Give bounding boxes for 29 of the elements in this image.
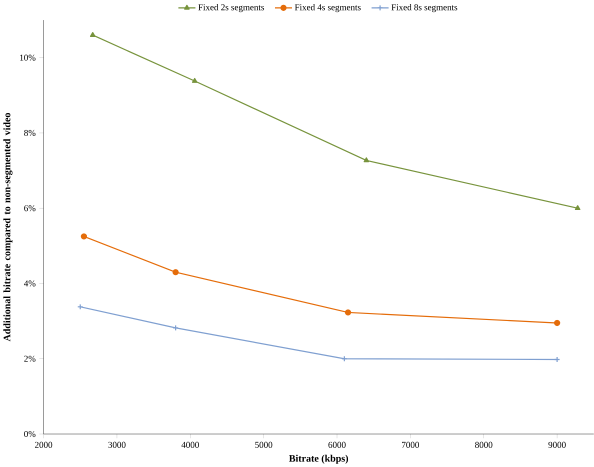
y-tick-label: 6% — [24, 205, 36, 212]
point — [574, 205, 580, 210]
y-tick-label: 2% — [24, 356, 36, 362]
y-axis-title: Additional bitrate compared to non-segmented video — [3, 112, 12, 342]
x-tick-label: 8000 — [475, 442, 492, 448]
point — [172, 269, 179, 276]
y-tick-label: 10% — [20, 54, 36, 61]
x-tick-label: 9000 — [548, 442, 566, 448]
point — [344, 309, 352, 316]
x-tick-label: 5000 — [255, 442, 272, 448]
x-tick-label: 2000 — [34, 442, 52, 448]
point — [90, 32, 96, 37]
point — [364, 157, 370, 162]
y-tick-label: 0% — [24, 430, 36, 438]
x-tick-label: 3000 — [108, 442, 126, 448]
y-tick-label: 8% — [24, 130, 36, 136]
x-tick-label: 4000 — [181, 442, 199, 448]
x-tick-label: 7000 — [402, 442, 420, 448]
legend-label: Fixed 4s segments — [294, 4, 361, 12]
point — [192, 78, 198, 83]
point — [172, 324, 179, 331]
x-axis-title: Bitrate (kbps) — [289, 454, 348, 464]
x-tick-label: 6000 — [328, 442, 346, 448]
legend-label: Fixed 8s segments — [391, 4, 458, 12]
point — [554, 320, 560, 326]
point — [341, 356, 348, 362]
point — [80, 233, 88, 240]
y-tick-label: 4% — [24, 280, 36, 286]
legend-label: Fixed 2s segments — [198, 4, 264, 12]
